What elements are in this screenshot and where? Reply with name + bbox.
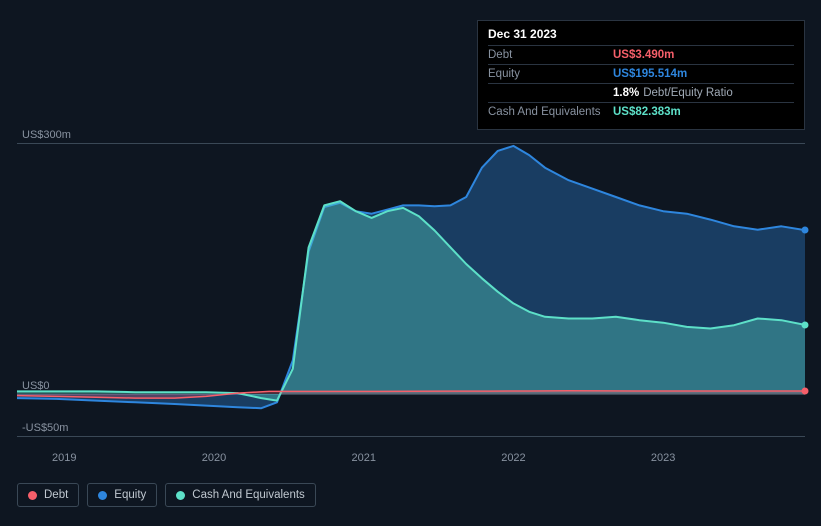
tooltip-row-debt: Debt US$3.490m <box>488 45 794 64</box>
chart-svg <box>17 140 805 440</box>
tooltip-label: Debt <box>488 49 613 61</box>
legend-label: Debt <box>44 489 68 501</box>
tooltip-row-ratio: 1.8% Debt/Equity Ratio <box>488 83 794 102</box>
tooltip-value-ratio: 1.8% Debt/Equity Ratio <box>613 87 733 99</box>
y-axis-label: US$300m <box>22 129 71 141</box>
legend-swatch-icon <box>28 491 37 500</box>
financial-chart: Dec 31 2023 Debt US$3.490m Equity US$195… <box>0 0 821 526</box>
legend-swatch-icon <box>98 491 107 500</box>
tooltip-row-cash: Cash And Equivalents US$82.383m <box>488 102 794 121</box>
x-axis-label: 2020 <box>202 452 226 464</box>
x-axis-label: 2023 <box>651 452 675 464</box>
tooltip-date: Dec 31 2023 <box>488 27 794 45</box>
legend-item-cash[interactable]: Cash And Equivalents <box>165 483 316 507</box>
tooltip-label: Equity <box>488 68 613 80</box>
ratio-percent: 1.8% <box>613 87 639 99</box>
legend-swatch-icon <box>176 491 185 500</box>
tooltip-label: Cash And Equivalents <box>488 106 613 118</box>
tooltip-row-equity: Equity US$195.514m <box>488 64 794 83</box>
tooltip-label <box>488 87 613 99</box>
cash-marker-icon <box>802 321 809 328</box>
chart-legend: Debt Equity Cash And Equivalents <box>17 483 316 507</box>
plot-area[interactable] <box>17 140 805 440</box>
ratio-label: Debt/Equity Ratio <box>643 87 733 99</box>
x-axis-label: 2019 <box>52 452 76 464</box>
tooltip-value-equity: US$195.514m <box>613 68 687 80</box>
tooltip-value-cash: US$82.383m <box>613 106 681 118</box>
legend-label: Cash And Equivalents <box>192 489 305 501</box>
tooltip-value-debt: US$3.490m <box>613 49 674 61</box>
legend-item-equity[interactable]: Equity <box>87 483 157 507</box>
equity-marker-icon <box>802 227 809 234</box>
chart-tooltip: Dec 31 2023 Debt US$3.490m Equity US$195… <box>477 20 805 130</box>
x-axis-label: 2021 <box>351 452 375 464</box>
legend-label: Equity <box>114 489 146 501</box>
legend-item-debt[interactable]: Debt <box>17 483 79 507</box>
debt-marker-icon <box>802 387 809 394</box>
x-axis-label: 2022 <box>501 452 525 464</box>
